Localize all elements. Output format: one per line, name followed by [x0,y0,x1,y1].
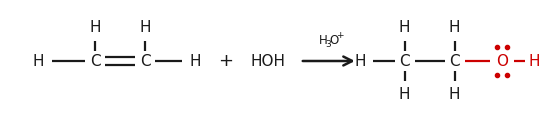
Text: H: H [529,54,540,68]
Text: H: H [33,54,45,68]
Text: H: H [140,20,151,35]
Text: H: H [449,20,460,35]
Text: C: C [90,54,101,68]
Text: H: H [318,34,327,47]
Text: H: H [449,87,460,102]
Text: +: + [336,31,344,40]
Text: H: H [399,87,410,102]
Text: H: H [354,54,366,68]
Text: H: H [90,20,101,35]
Text: +: + [218,52,233,70]
Text: HOH: HOH [250,54,285,68]
Text: C: C [399,54,410,68]
Text: H: H [189,54,201,68]
Text: O: O [329,34,338,47]
Text: C: C [140,54,151,68]
Text: H: H [399,20,410,35]
Text: C: C [449,54,460,68]
Text: 3: 3 [325,40,331,49]
Text: O: O [497,54,508,68]
